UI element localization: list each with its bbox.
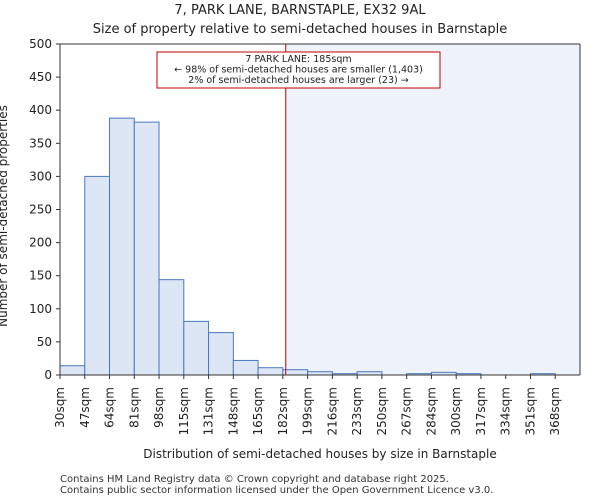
x-tick-label-351sqm: 351sqm xyxy=(523,387,537,435)
x-tick-label-148sqm: 148sqm xyxy=(226,387,240,435)
footer-licence: Contains public sector information licen… xyxy=(60,485,494,496)
bar-131sqm xyxy=(208,332,234,376)
y-tick-label-300: 300 xyxy=(29,169,52,183)
chart-subtitle: Size of property relative to semi-detach… xyxy=(92,22,508,37)
x-tick-label-64sqm: 64sqm xyxy=(103,387,117,428)
x-tick-label-182sqm: 182sqm xyxy=(276,387,290,435)
bar-165sqm xyxy=(257,367,284,376)
annotation-line-3: 2% of semi-detached houses are larger (2… xyxy=(188,75,408,86)
x-tick-label-199sqm: 199sqm xyxy=(301,387,315,435)
bar-81sqm xyxy=(133,121,160,376)
highlight-region xyxy=(285,44,580,375)
x-tick-label-233sqm: 233sqm xyxy=(350,387,364,435)
annotation-line-2: ← 98% of semi-detached houses are smalle… xyxy=(174,65,423,76)
y-tick-label-350: 350 xyxy=(29,136,52,150)
y-tick-label-100: 100 xyxy=(29,302,52,316)
x-tick-label-47sqm: 47sqm xyxy=(78,387,92,428)
y-tick-label-50: 50 xyxy=(37,335,52,349)
x-tick-label-317sqm: 317sqm xyxy=(474,387,488,435)
bar-98sqm xyxy=(158,279,185,376)
bar-64sqm xyxy=(109,117,135,376)
chart-title: 7, PARK LANE, BARNSTAPLE, EX32 9AL xyxy=(174,3,426,18)
y-tick-label-500: 500 xyxy=(29,37,52,51)
bar-30sqm xyxy=(59,365,86,376)
y-tick-label-250: 250 xyxy=(29,203,52,217)
y-axis-label: Number of semi-detached properties xyxy=(0,105,10,327)
y-tick-label-200: 200 xyxy=(29,236,52,250)
x-tick-label-250sqm: 250sqm xyxy=(375,387,389,435)
x-tick-label-165sqm: 165sqm xyxy=(251,387,265,435)
x-tick-label-30sqm: 30sqm xyxy=(53,387,67,428)
bar-115sqm xyxy=(183,320,210,376)
x-tick-label-267sqm: 267sqm xyxy=(400,387,414,435)
footer-copyright: Contains HM Land Registry data © Crown c… xyxy=(60,474,449,485)
bar-47sqm xyxy=(84,175,111,376)
annotation-line-1: 7 PARK LANE: 185sqm xyxy=(245,54,351,65)
y-tick-label-150: 150 xyxy=(29,269,52,283)
x-tick-label-368sqm: 368sqm xyxy=(548,387,562,435)
x-tick-label-334sqm: 334sqm xyxy=(499,387,513,435)
bar-148sqm xyxy=(232,359,259,376)
annotation-box xyxy=(156,51,441,89)
x-tick-label-115sqm: 115sqm xyxy=(177,387,191,435)
x-tick-label-98sqm: 98sqm xyxy=(152,387,166,428)
y-tick-label-0: 0 xyxy=(44,368,52,382)
y-tick-label-400: 400 xyxy=(29,103,52,117)
x-axis-label: Distribution of semi-detached houses by … xyxy=(143,447,496,461)
x-tick-label-216sqm: 216sqm xyxy=(325,387,339,435)
x-tick-label-300sqm: 300sqm xyxy=(449,387,463,435)
x-tick-label-81sqm: 81sqm xyxy=(127,387,141,428)
y-tick-label-450: 450 xyxy=(29,70,52,84)
x-tick-label-131sqm: 131sqm xyxy=(202,387,216,435)
x-tick-label-284sqm: 284sqm xyxy=(424,387,438,435)
bar-182sqm xyxy=(282,369,309,376)
